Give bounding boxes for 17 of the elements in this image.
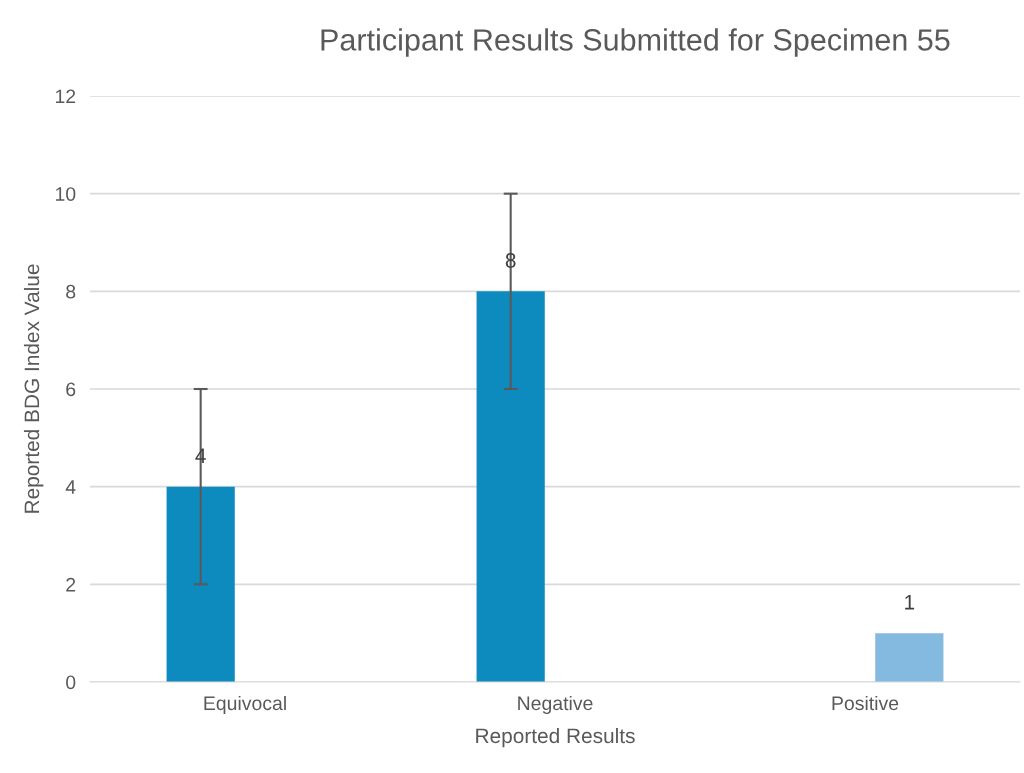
x-axis-title: Reported Results <box>476 727 635 748</box>
bar <box>875 633 944 682</box>
y-axis-title: Reported BDG Index Value <box>23 264 44 513</box>
y-tick-label: 4 <box>65 480 76 494</box>
y-tick-label: 10 <box>55 187 76 201</box>
y-tick-label: 12 <box>55 89 76 104</box>
y-tick-label: 0 <box>66 675 76 690</box>
y-tick-label: 2 <box>66 577 76 592</box>
y-tick-label: 8 <box>66 284 76 299</box>
x-tick-label: Equivocal <box>204 695 286 715</box>
bar <box>476 291 545 682</box>
x-tick-label: Positive <box>832 695 899 711</box>
x-tick-label: Negative <box>518 695 593 715</box>
bar <box>166 486 235 682</box>
y-tick-label: 6 <box>66 382 76 397</box>
chart-title: Participant Results Submitted for Specimen 55 <box>321 28 950 57</box>
data-label: 1 <box>905 595 915 610</box>
